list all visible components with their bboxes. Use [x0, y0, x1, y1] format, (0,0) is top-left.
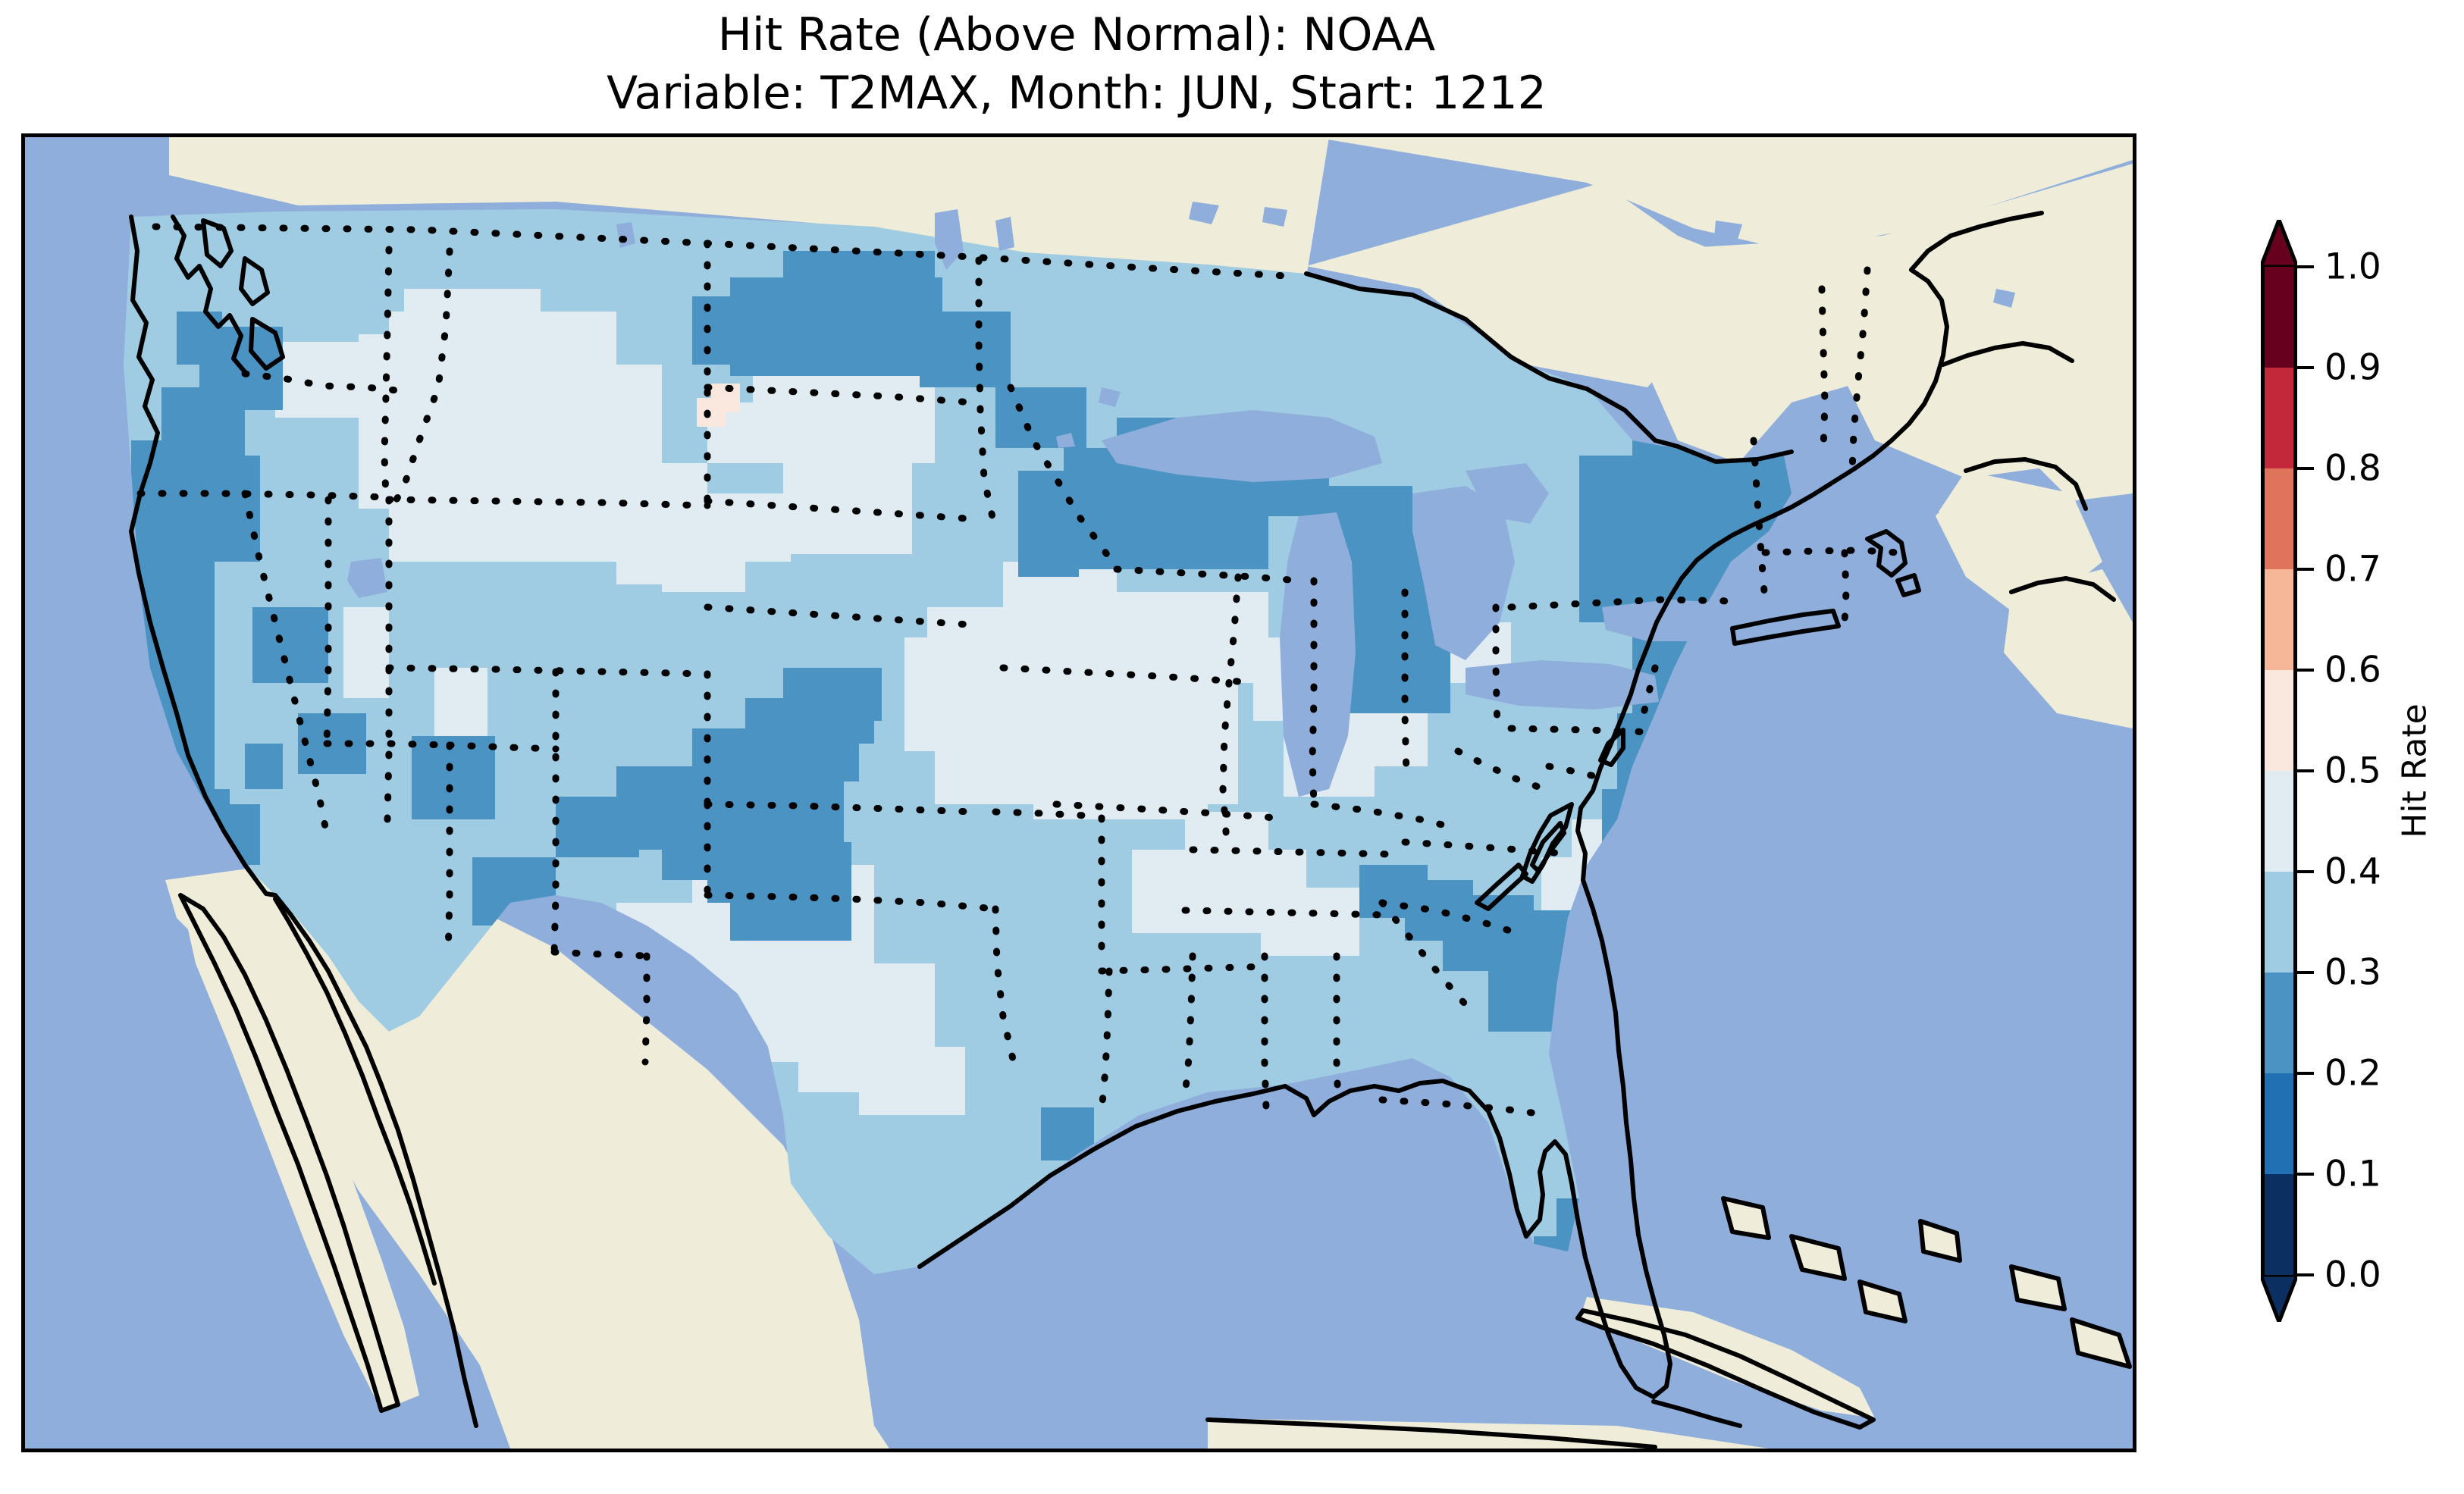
- colorbar-tick: [2297, 769, 2314, 772]
- figure-title: Hit Rate (Above Normal): NOAA Variable: …: [0, 6, 2153, 123]
- colorbar-tick-label: 1.0: [2324, 246, 2381, 288]
- colorbar-tick: [2297, 467, 2314, 470]
- figure-canvas: Hit Rate (Above Normal): NOAA Variable: …: [0, 0, 2464, 1494]
- colorbar-extend-top: [2261, 220, 2297, 267]
- colorbar-tick: [2297, 971, 2314, 974]
- colorbar-tick-label: 0.9: [2324, 347, 2381, 389]
- map-axes[interactable]: [21, 133, 2136, 1452]
- colorbar-extend-bottom: [2261, 1275, 2297, 1322]
- colorbar-axis-label: Hit Rate: [2396, 703, 2434, 838]
- colorbar-tick-label: 0.3: [2324, 952, 2381, 994]
- colorbar-tick-label: 0.8: [2324, 448, 2381, 490]
- colorbar-tick-label: 0.1: [2324, 1154, 2381, 1195]
- colorbar-tick: [2297, 870, 2314, 873]
- colorbar-tick-label: 0.0: [2324, 1254, 2381, 1296]
- colorbar-tick-label: 0.2: [2324, 1053, 2381, 1095]
- state-borders-layer: [25, 137, 2133, 1449]
- colorbar-tick-label: 0.5: [2324, 750, 2381, 792]
- colorbar-tick: [2297, 1273, 2314, 1276]
- colorbar-tick-label: 0.6: [2324, 650, 2381, 691]
- colorbar-tick-label: 0.7: [2324, 549, 2381, 590]
- colorbar-tick: [2297, 366, 2314, 369]
- title-line-1: Hit Rate (Above Normal): NOAA: [0, 6, 2153, 64]
- colorbar-tick-label: 0.4: [2324, 851, 2381, 893]
- colorbar-tick: [2297, 265, 2314, 268]
- title-line-2: Variable: T2MAX, Month: JUN, Start: 1212: [0, 64, 2153, 123]
- colorbar-tick: [2297, 568, 2314, 571]
- map-content: [25, 137, 2133, 1449]
- colorbar-tick: [2297, 669, 2314, 672]
- colorbar-frame: [2261, 267, 2297, 1275]
- colorbar-tick: [2297, 1173, 2314, 1176]
- colorbar-tick: [2297, 1072, 2314, 1075]
